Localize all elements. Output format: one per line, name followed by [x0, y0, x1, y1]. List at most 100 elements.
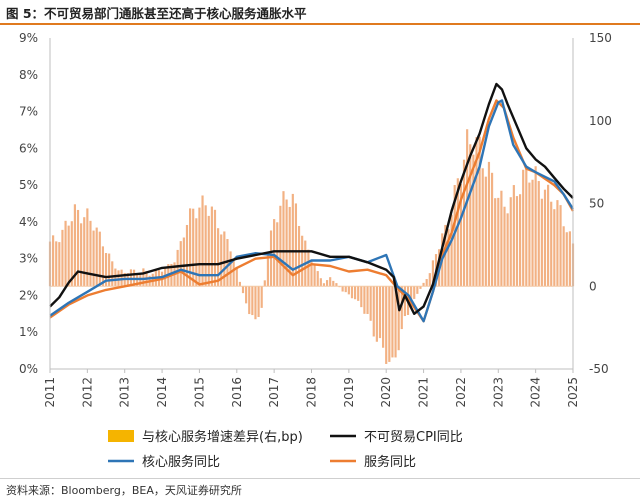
bar-mark: [294, 203, 298, 287]
bar-mark: [518, 194, 522, 287]
bar-mark: [556, 200, 559, 287]
bar-mark: [263, 280, 266, 287]
legend-bars-swatch: [108, 430, 134, 442]
legend-services-label: 服务同比: [364, 454, 416, 470]
y-left-tick-label: 6%: [19, 141, 38, 155]
bar-mark: [341, 286, 344, 292]
bar-mark: [422, 282, 425, 287]
bar-series-group: [48, 129, 575, 364]
bar-mark: [512, 185, 515, 287]
bar-mark: [522, 169, 525, 287]
y-left-tick-label: 5%: [19, 178, 38, 192]
bar-mark: [248, 286, 251, 315]
title-underline: [0, 23, 640, 25]
x-tick-label: 2021: [417, 377, 431, 408]
bar-mark: [229, 251, 232, 287]
bar-mark: [503, 206, 506, 287]
bar-mark: [73, 204, 76, 287]
bar-mark: [235, 267, 238, 287]
bar-mark: [459, 183, 463, 287]
bar-mark: [469, 144, 472, 287]
x-tick-label: 2025: [566, 377, 580, 408]
legend-core-services-label: 核心服务同比: [142, 454, 220, 470]
bar-mark: [332, 280, 335, 287]
bar-mark: [450, 214, 453, 287]
x-tick-label: 2015: [192, 377, 206, 408]
bar-mark: [310, 260, 313, 287]
bar-mark: [497, 197, 500, 287]
bar-mark: [559, 205, 562, 287]
bar-mark: [462, 159, 466, 287]
bar-mark: [350, 286, 354, 299]
bar-mark: [104, 253, 108, 287]
bar-mark: [375, 286, 378, 342]
bar-mark: [360, 286, 363, 308]
bar-mark: [92, 230, 95, 287]
bar-mark: [478, 136, 481, 287]
bar-mark: [201, 195, 204, 287]
y-left-tick-label: 3%: [19, 252, 38, 266]
bar-mark: [534, 166, 537, 287]
y-left-tick-label: 8%: [19, 68, 38, 82]
y-left-tick-label: 2%: [19, 288, 38, 302]
bar-mark: [344, 286, 347, 293]
bar-mark: [98, 231, 101, 287]
x-tick-label: 2011: [43, 377, 57, 408]
non-tradable-cpi-line: [49, 82, 574, 315]
bar-mark: [553, 209, 556, 287]
bar-mark: [366, 286, 369, 314]
bar-mark: [394, 286, 397, 358]
bar-mark: [189, 208, 192, 287]
bar-mark: [257, 286, 260, 317]
bar-mark: [114, 268, 117, 287]
bar-mark: [273, 219, 276, 287]
bar-mark: [316, 271, 319, 287]
bar-mark: [322, 283, 326, 287]
bar-mark: [64, 220, 67, 287]
bar-mark: [101, 246, 105, 287]
bar-mark: [179, 241, 182, 287]
bar-mark: [562, 226, 565, 287]
bar-mark: [241, 286, 245, 294]
bar-mark: [251, 286, 254, 316]
bar-mark: [494, 198, 497, 287]
bar-mark: [108, 253, 111, 287]
bar-mark: [301, 235, 304, 287]
bar-mark: [372, 286, 375, 337]
bar-mark: [547, 184, 550, 287]
bar-mark: [325, 280, 329, 287]
bar-mark: [61, 229, 64, 287]
bar-mark: [456, 178, 459, 287]
y-right-tick-label: -50: [589, 362, 609, 376]
bar-mark: [210, 206, 213, 287]
bar-mark: [142, 268, 145, 287]
bar-mark: [217, 228, 220, 287]
x-tick-label: 2016: [230, 377, 244, 408]
y-right-tick-label: 0: [589, 279, 597, 293]
bar-mark: [410, 286, 413, 308]
bar-mark: [385, 286, 388, 364]
line-series-group: [49, 82, 575, 323]
bar-mark: [416, 286, 419, 294]
x-tick-label: 2022: [454, 377, 468, 408]
bar-mark: [357, 286, 360, 301]
x-tick-label: 2019: [342, 377, 356, 408]
bar-mark: [269, 230, 273, 287]
bar-mark: [238, 281, 241, 287]
bar-mark: [288, 206, 291, 287]
bar-mark: [506, 213, 509, 287]
bar-mark: [335, 283, 338, 287]
bar-mark: [307, 249, 310, 287]
bar-mark: [192, 208, 195, 287]
bar-mark: [444, 224, 447, 287]
bar-mark: [279, 205, 282, 287]
bar-mark: [363, 286, 366, 314]
y-left-tick-label: 7%: [19, 105, 38, 119]
y-right-tick-label: 150: [589, 31, 612, 45]
bar-mark: [89, 220, 92, 287]
bar-mark: [431, 260, 434, 287]
chart-svg: 0% 1% 2% 3% 4% 5% 6% 7% 8% 9% -50 0 50 100 150 2011 2012…: [19, 31, 612, 470]
bar-mark: [400, 286, 403, 330]
core-services-line: [49, 99, 575, 323]
bar-mark: [466, 129, 469, 287]
